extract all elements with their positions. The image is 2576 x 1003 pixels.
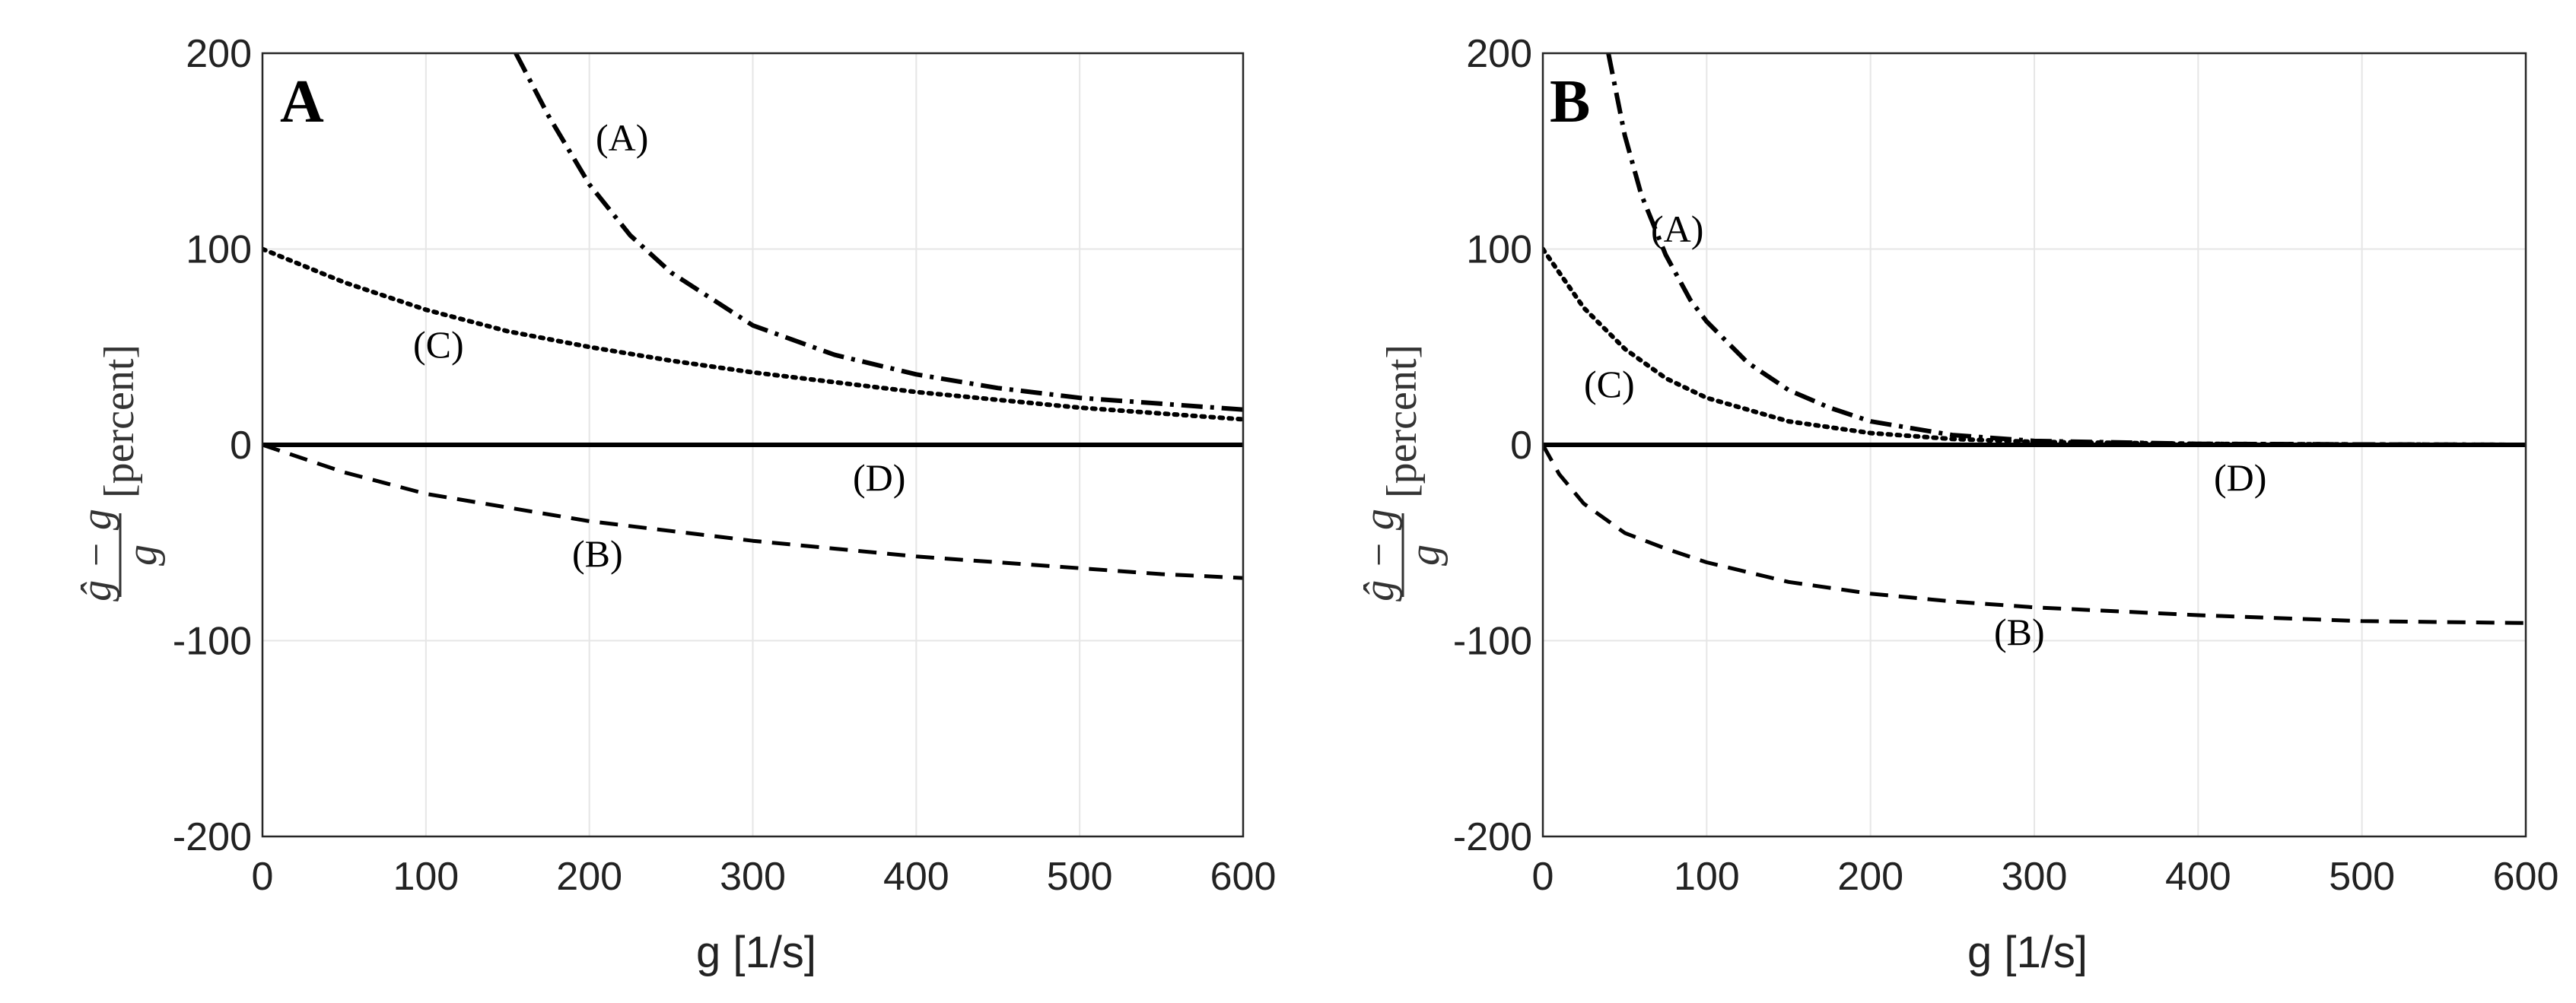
curve-label-a: (A) [596, 116, 648, 159]
x-tick-label: 400 [2165, 855, 2231, 899]
curves [262, 53, 1243, 580]
y-tick-label: 100 [186, 228, 252, 272]
curve-label-b: (B) [572, 532, 623, 575]
axes-frame [1541, 52, 2527, 838]
x-axis-label: g [1/s] [696, 928, 816, 977]
series-c-line [262, 246, 1243, 422]
y-tick-label: -200 [1453, 815, 1532, 859]
y-label-numerator: ĝ − g [1356, 509, 1403, 601]
x-tick-label: 0 [252, 855, 274, 899]
x-tick-label: 100 [393, 855, 459, 899]
x-tick-label: 0 [1532, 855, 1554, 899]
panel-letter: A [280, 68, 324, 135]
x-tick-label: 500 [2329, 855, 2395, 899]
panel-b: 0 100 200 300 400 500 600 -200 -100 0 100 200 B (A… [1356, 32, 2559, 977]
y-tick-label: -100 [173, 620, 252, 664]
curve-label-b: (B) [1994, 611, 2045, 653]
y-label-numerator: ĝ − g [73, 509, 120, 601]
curve-label-c: (C) [1584, 363, 1635, 405]
y-tick-label: 0 [230, 424, 252, 468]
panel-a: 0 100 200 300 400 500 600 -200 -100 0 100 200 A (A… [73, 32, 1276, 977]
curve-label-d: (D) [853, 456, 905, 499]
panel-letter: B [1550, 68, 1590, 135]
series-a-line [514, 53, 1243, 412]
y-tick-labels: -200 -100 0 100 200 [173, 32, 252, 859]
y-label-unit: [percent] [96, 344, 143, 498]
x-tick-label: 100 [1674, 855, 1740, 899]
curves [1543, 53, 2526, 625]
x-tick-labels: 0 100 200 300 400 500 600 [252, 855, 1277, 899]
y-label-denominator: g [1401, 544, 1449, 566]
curve-label-c: (C) [413, 323, 464, 366]
y-tick-label: -200 [173, 815, 252, 859]
x-tick-label: 300 [2002, 855, 2068, 899]
series-b-line [262, 443, 1243, 580]
x-axis-label: g [1/s] [1967, 928, 2088, 977]
x-tick-label: 400 [883, 855, 949, 899]
x-tick-label: 500 [1047, 855, 1113, 899]
y-tick-label: 100 [1466, 228, 1532, 272]
x-tick-label: 200 [1837, 855, 1903, 899]
y-axis-label: ĝ − g g [percent] [1356, 344, 1449, 601]
axes-frame [261, 52, 1245, 838]
y-tick-label: 200 [186, 32, 252, 76]
y-tick-label: 200 [1466, 32, 1532, 76]
y-tick-label: 0 [1510, 424, 1532, 468]
x-tick-labels: 0 100 200 300 400 500 600 [1532, 855, 2559, 899]
curve-label-a: (A) [1651, 208, 1703, 250]
y-tick-label: -100 [1453, 620, 1532, 664]
series-b-line [1543, 443, 2526, 625]
y-axis-label: ĝ − g g [percent] [73, 344, 166, 601]
x-tick-label: 600 [2493, 855, 2559, 899]
y-tick-labels: -200 -100 0 100 200 [1453, 32, 1532, 859]
x-tick-label: 200 [556, 855, 622, 899]
x-tick-label: 600 [1210, 855, 1277, 899]
y-label-denominator: g [119, 544, 166, 566]
curve-label-d: (D) [2214, 456, 2266, 499]
y-label-unit: [percent] [1379, 344, 1426, 498]
x-tick-label: 300 [720, 855, 786, 899]
